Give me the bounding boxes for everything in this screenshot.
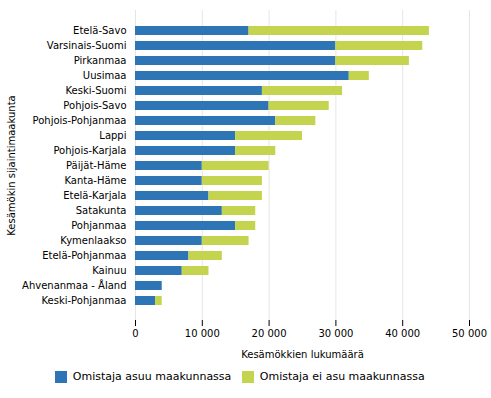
- svg-text:Pohjois-Pohjanmaa: Pohjois-Pohjanmaa: [33, 115, 127, 126]
- html-text:Omistaja asuu maakunnassa: Omistaja asuu maakunnassa: [72, 370, 232, 383]
- html-text:Omistaja ei asu maakunnassa: Omistaja ei asu maakunnassa: [259, 370, 425, 383]
- svg-text:Kanta-Häme: Kanta-Häme: [64, 175, 126, 186]
- svg-text:Kymenlaakso: Kymenlaakso: [60, 235, 126, 246]
- svg-text:Lappi: Lappi: [99, 130, 126, 141]
- svg-text:20 000: 20 000: [252, 328, 287, 339]
- svg-text:Pohjanmaa: Pohjanmaa: [71, 220, 126, 231]
- svg-text:Pirkanmaa: Pirkanmaa: [74, 55, 127, 66]
- svg-text:Etelä-Pohjanmaa: Etelä-Pohjanmaa: [42, 250, 126, 261]
- svg-text:Ahvenanmaa - Åland: Ahvenanmaa - Åland: [22, 279, 126, 291]
- svg-text:50 000: 50 000: [452, 328, 487, 339]
- svg-text:40 000: 40 000: [385, 328, 420, 339]
- svg-text:Kesämökin sijaintimaakunta: Kesämökin sijaintimaakunta: [6, 95, 17, 235]
- svg-text:Kainuu: Kainuu: [92, 265, 126, 276]
- svg-text:Keski-Suomi: Keski-Suomi: [66, 85, 127, 96]
- svg-text:0: 0: [132, 328, 138, 339]
- svg-text:Satakunta: Satakunta: [76, 205, 127, 216]
- svg-text:Etelä-Karjala: Etelä-Karjala: [63, 190, 126, 201]
- svg-text:30 000: 30 000: [318, 328, 353, 339]
- svg-text:Pohjois-Savo: Pohjois-Savo: [63, 100, 126, 111]
- svg-text:Päijät-Häme: Päijät-Häme: [66, 160, 126, 171]
- svg-text:Varsinais-Suomi: Varsinais-Suomi: [47, 40, 127, 51]
- svg-text:Etelä-Savo: Etelä-Savo: [73, 25, 126, 36]
- svg-text:Keski-Pohjanmaa: Keski-Pohjanmaa: [42, 295, 127, 306]
- svg-text:Pohjois-Karjala: Pohjois-Karjala: [53, 145, 126, 156]
- svg-text:10 000: 10 000: [185, 328, 220, 339]
- svg-text:Uusimaa: Uusimaa: [83, 70, 127, 81]
- svg-text:Kesämökkien lukumäärä: Kesämökkien lukumäärä: [241, 349, 364, 360]
